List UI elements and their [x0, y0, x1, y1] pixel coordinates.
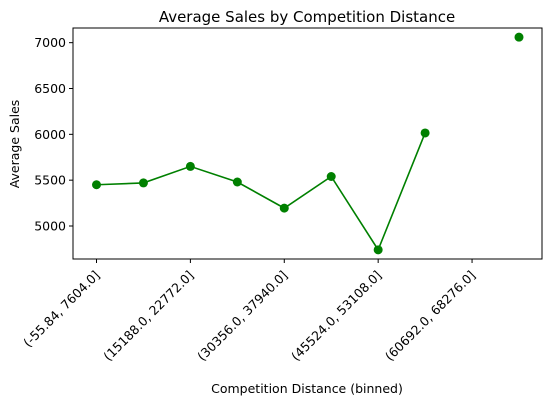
x-axis: (-55.84, 7604.0](15188.0, 22772.0](30356… — [20, 259, 478, 364]
y-tick-label: 5000 — [34, 219, 66, 234]
chart-title: Average Sales by Competition Distance — [159, 8, 455, 26]
series-line — [96, 132, 426, 252]
data-point — [279, 203, 289, 213]
data-point — [373, 245, 383, 255]
y-tick-label: 6000 — [34, 127, 66, 142]
y-tick-label: 5500 — [34, 173, 66, 188]
data-point — [326, 172, 336, 181]
data-point — [514, 32, 524, 42]
y-tick-label: 7000 — [34, 35, 66, 50]
data-point — [232, 177, 242, 187]
data-point — [92, 180, 101, 190]
series-average-sales — [92, 32, 524, 255]
x-tick-label: (30356.0, 37940.0] — [194, 268, 290, 364]
x-axis-label: Competition Distance (binned) — [211, 381, 403, 396]
x-tick-label: (45524.0, 53108.0] — [288, 268, 384, 364]
x-tick-label: (-55.84, 7604.0] — [20, 268, 103, 351]
data-point — [420, 128, 430, 138]
y-tick-label: 6500 — [34, 81, 66, 96]
x-tick-label: (15188.0, 22772.0] — [100, 268, 196, 364]
y-axis-label: Average Sales — [7, 100, 22, 189]
y-axis: 5000 5500 6000 6500 7000 — [34, 35, 73, 234]
x-tick-label: (60692.0, 68276.0] — [382, 268, 478, 364]
plot-frame — [72, 27, 543, 260]
data-point — [185, 161, 195, 171]
data-point — [138, 178, 148, 188]
